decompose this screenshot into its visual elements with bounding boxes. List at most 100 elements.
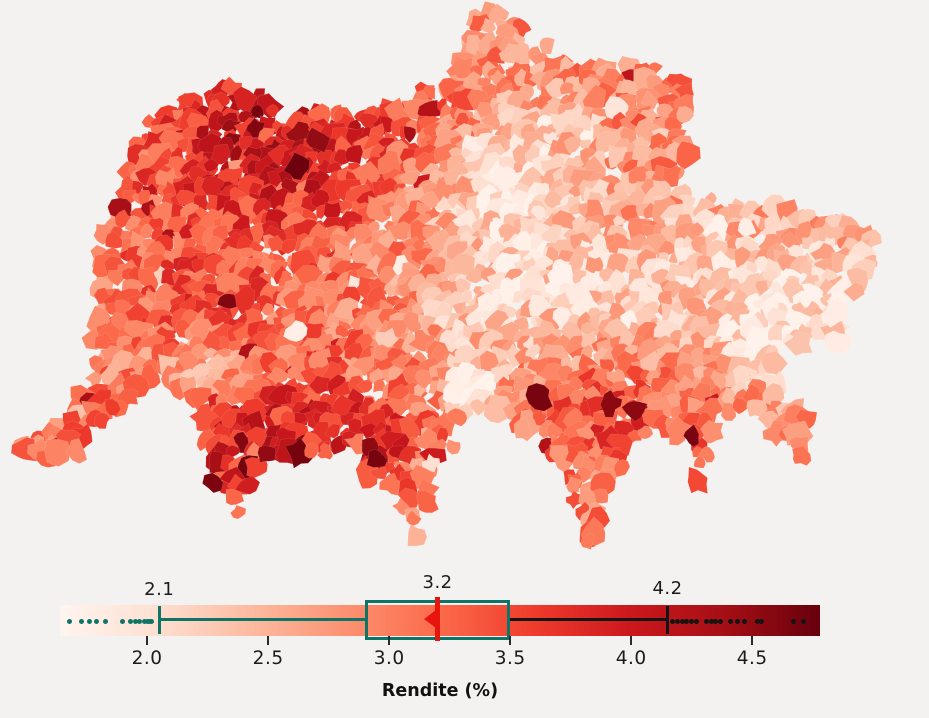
- outlier-dot: [149, 618, 155, 624]
- whisker-high-line: [510, 617, 668, 621]
- municipality-cell: [563, 136, 584, 154]
- outlier-dot: [694, 618, 700, 624]
- municipality-cell: [665, 415, 693, 446]
- municipality-cell: [218, 335, 233, 352]
- municipality-cell: [379, 472, 402, 496]
- municipality-cell: [369, 467, 388, 480]
- municipality-cell: [229, 504, 247, 520]
- axis-title: Rendite (%): [381, 681, 499, 701]
- municipality-cell: [94, 412, 111, 430]
- municipality-cell: [216, 293, 237, 310]
- municipality-cell: [372, 378, 386, 393]
- municipality-cell: [265, 104, 279, 118]
- municipality-cell: [676, 106, 695, 124]
- municipality-cell: [308, 375, 332, 396]
- municipality-cell: [511, 230, 532, 252]
- municipality-cells: [10, 0, 883, 550]
- mean-marker: [423, 610, 436, 628]
- municipality-cell: [477, 292, 501, 313]
- municipality-cell: [592, 488, 609, 504]
- municipality-cell: [348, 375, 365, 394]
- municipality-cell: [250, 104, 264, 119]
- outlier-dot: [742, 618, 748, 624]
- municipality-cell: [234, 475, 261, 495]
- municipality-cell: [737, 217, 757, 237]
- municipality-cell: [637, 425, 654, 440]
- outlier-dot: [144, 618, 150, 624]
- municipality-cell: [405, 509, 422, 526]
- municipality-cell: [693, 455, 706, 469]
- outlier-dot: [67, 618, 73, 624]
- municipality-cell: [720, 402, 737, 422]
- tick-mark: [630, 636, 633, 645]
- municipality-cell: [621, 400, 648, 422]
- outlier-dot: [689, 618, 695, 624]
- municipality-cell: [230, 284, 256, 315]
- municipality-cell: [524, 343, 541, 361]
- outlier-dot: [142, 618, 148, 624]
- municipality-cell: [202, 472, 224, 494]
- colorbar-gradient: [60, 605, 820, 636]
- whisker-low-line: [159, 617, 365, 621]
- municipality-cell: [464, 268, 484, 284]
- iqr-box: [364, 600, 511, 640]
- municipality-cell: [245, 117, 266, 139]
- municipality-cell: [842, 281, 865, 302]
- outlier-dot: [708, 618, 714, 624]
- municipality-cell: [697, 445, 716, 463]
- median-label: 3.2: [422, 572, 453, 593]
- municipality-cell: [687, 466, 708, 494]
- outlier-dot: [137, 618, 143, 624]
- municipality-cell: [283, 152, 310, 181]
- tick-label: 4.0: [615, 648, 647, 669]
- outlier-dot: [103, 618, 109, 624]
- municipality-cell: [305, 127, 331, 153]
- municipality-cell: [580, 532, 595, 550]
- outlier-dot: [93, 618, 99, 624]
- municipality-cell: [445, 439, 461, 455]
- municipality-cell: [662, 164, 682, 188]
- whisker-high-label: 4.2: [652, 578, 683, 599]
- municipality-cell: [582, 84, 607, 112]
- municipality-cell: [239, 247, 256, 258]
- whisker-low-cap: [157, 606, 161, 634]
- municipality-cell: [356, 379, 373, 394]
- municipality-cell: [324, 423, 341, 439]
- municipality-cell: [565, 476, 583, 495]
- municipality-cell: [407, 524, 428, 547]
- municipality-cell: [104, 398, 121, 416]
- municipality-cell: [139, 223, 154, 239]
- municipality-cell: [388, 397, 409, 418]
- outlier-dot: [713, 618, 719, 624]
- municipality-cell: [488, 3, 510, 24]
- municipality-cell: [444, 376, 465, 397]
- municipality-cell: [459, 289, 473, 305]
- tick-mark: [267, 636, 269, 645]
- municipality-cell: [65, 438, 88, 464]
- tick-mark: [509, 636, 512, 645]
- outlier-dot: [735, 618, 741, 624]
- tick-mark: [146, 636, 148, 645]
- municipality-cell: [283, 320, 308, 343]
- municipality-cell: [761, 267, 779, 282]
- municipality-cell: [543, 190, 563, 209]
- switzerland-map: [10, 0, 883, 550]
- outlier-dot: [684, 618, 690, 624]
- municipality-cell: [284, 437, 314, 469]
- municipality-cell: [202, 158, 219, 174]
- municipality-cell: [267, 234, 284, 253]
- outlier-dot: [718, 618, 724, 624]
- municipality-cell: [676, 140, 701, 171]
- municipality-cell: [732, 397, 748, 415]
- municipality-cell: [480, 17, 497, 34]
- outlier-dot: [679, 618, 685, 624]
- municipality-cell: [824, 330, 852, 354]
- outlier-dot: [703, 618, 709, 624]
- outlier-dot: [79, 618, 85, 624]
- municipality-cell: [700, 419, 725, 444]
- outlier-dot: [754, 618, 760, 624]
- outlier-dot: [790, 618, 796, 624]
- municipality-cell: [513, 416, 532, 439]
- municipality-cell: [445, 407, 468, 427]
